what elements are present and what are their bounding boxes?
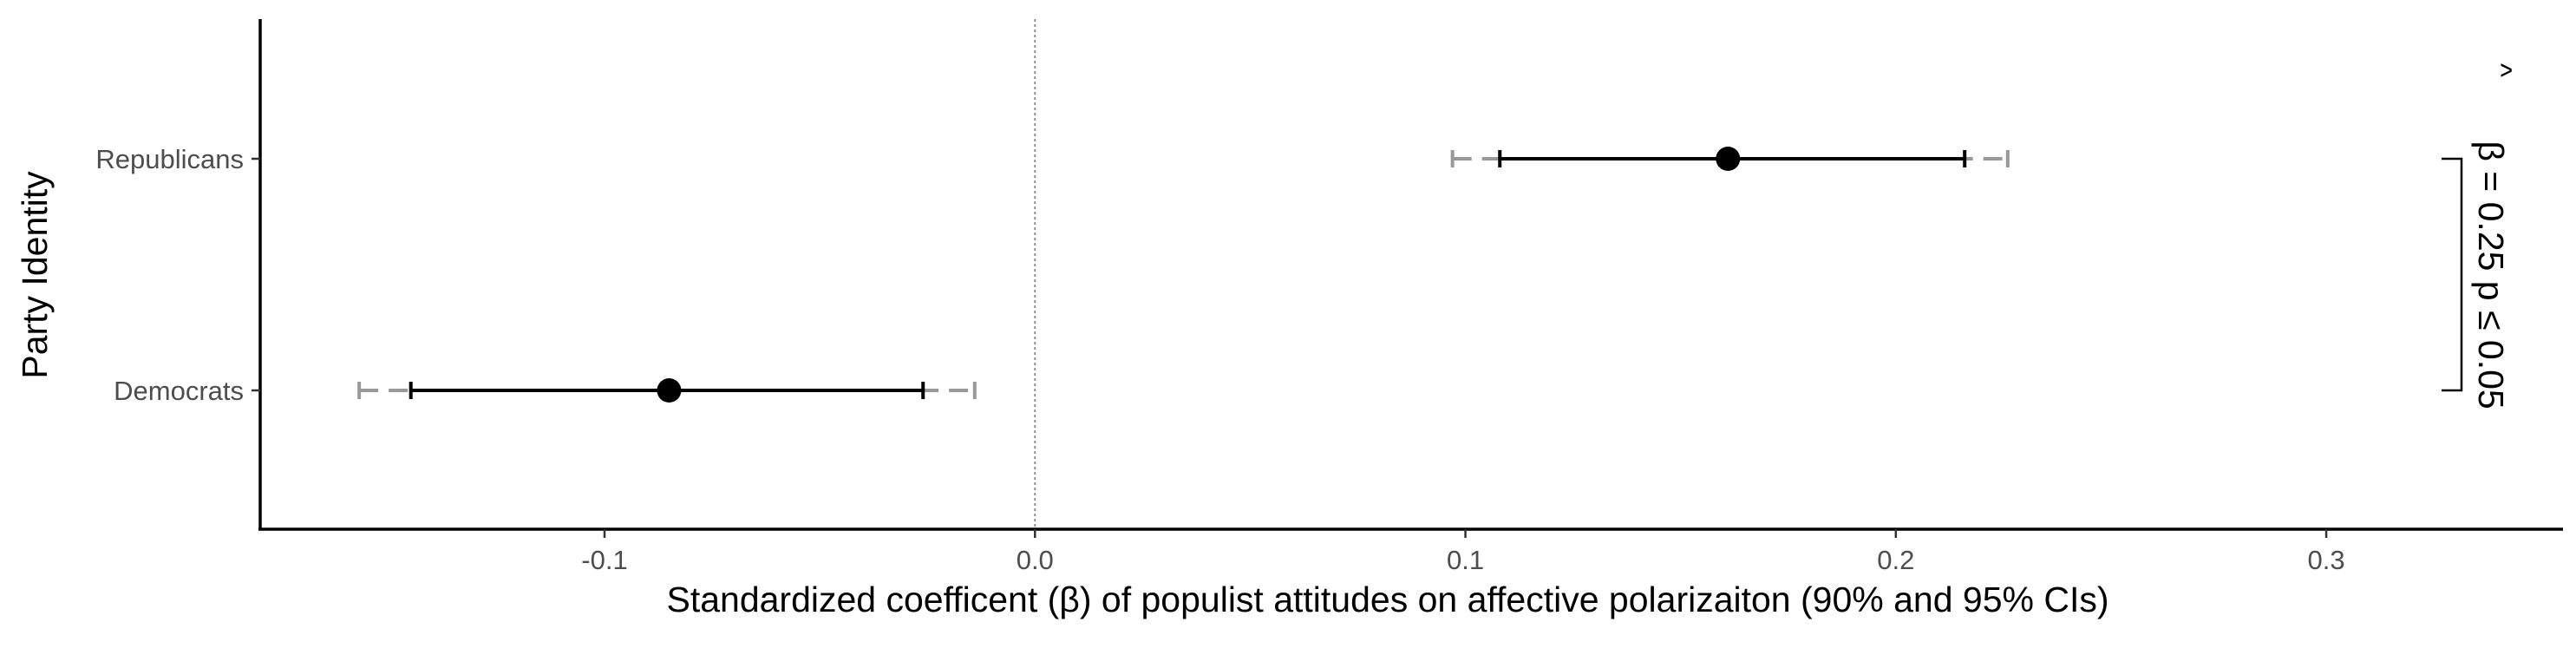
y-axis-title: Party Identity bbox=[15, 171, 55, 379]
y-tick-label: Republicans bbox=[95, 144, 244, 174]
x-axis-title: Standardized coefficent (β) of populist … bbox=[666, 580, 2109, 619]
significance-annotation: ^ β = 0.25 p ≤ 0.05 bbox=[2442, 63, 2517, 409]
x-tick-label: 0.0 bbox=[1017, 545, 1054, 575]
y-ticks: Republicans Democrats bbox=[95, 144, 260, 406]
ci90-layer bbox=[409, 150, 1967, 399]
estimate-points bbox=[657, 147, 1741, 403]
annotation-text: β = 0.25 p ≤ 0.05 bbox=[2471, 141, 2511, 409]
estimate-point bbox=[1716, 147, 1741, 171]
x-ticks: -0.1 0.0 0.1 0.2 0.3 bbox=[581, 529, 2345, 575]
estimate-point bbox=[657, 378, 682, 403]
y-tick-label: Democrats bbox=[114, 376, 244, 406]
annotation-hat: ^ bbox=[2484, 63, 2517, 77]
x-tick-label: -0.1 bbox=[581, 545, 627, 575]
axes bbox=[258, 19, 2563, 531]
x-tick-label: 0.3 bbox=[2308, 545, 2345, 575]
x-tick-label: 0.2 bbox=[1877, 545, 1914, 575]
significance-bracket bbox=[2442, 157, 2463, 392]
x-tick-label: 0.1 bbox=[1447, 545, 1484, 575]
ci95-layer bbox=[357, 150, 2010, 399]
